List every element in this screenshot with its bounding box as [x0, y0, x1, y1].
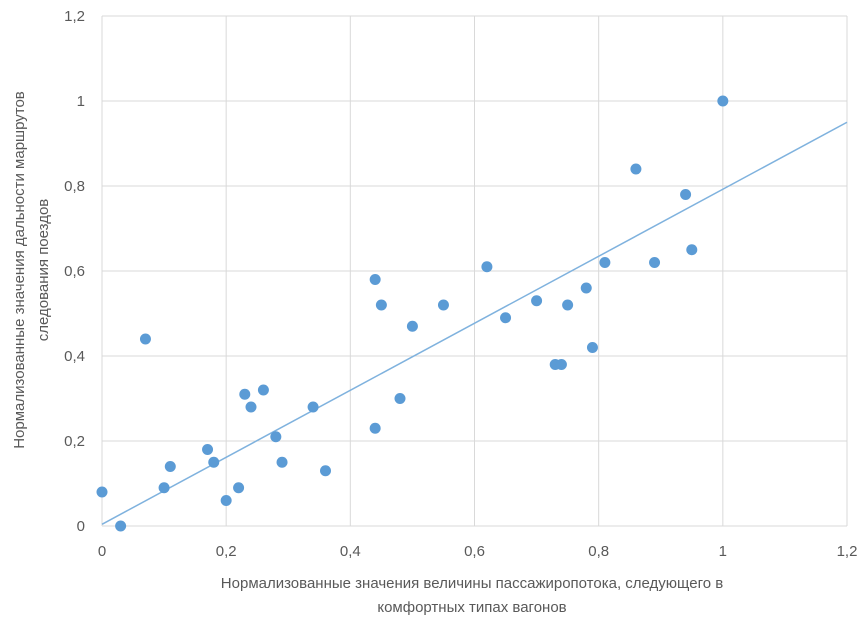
data-point [562, 299, 574, 311]
data-point [270, 431, 282, 443]
y-tick-label: 0,6 [64, 263, 85, 280]
y-axis-title-line-2: следования поездов [35, 199, 52, 342]
data-point [96, 486, 108, 498]
y-tick-label: 1,2 [64, 8, 85, 25]
x-tick-label: 0 [98, 543, 106, 560]
data-point [599, 257, 611, 268]
gridlines [102, 15, 848, 526]
data-point [139, 333, 151, 345]
y-tick-label: 0,4 [64, 348, 85, 365]
data-point [481, 261, 493, 273]
trendline-layer [101, 121, 848, 525]
data-points [96, 95, 729, 532]
data-point [680, 189, 692, 200]
y-tick-label: 1 [77, 93, 85, 110]
y-axis-title-line-1: Нормализованные значения дальности маршр… [11, 91, 28, 449]
data-point [369, 274, 381, 285]
y-tick-label: 0,8 [64, 178, 85, 195]
data-point [257, 384, 269, 396]
x-tick-label: 0,2 [216, 543, 237, 560]
data-point [276, 456, 288, 468]
data-point [307, 401, 319, 413]
data-point [239, 388, 251, 400]
data-point [233, 482, 245, 494]
data-point [586, 342, 598, 353]
data-point [649, 257, 661, 268]
data-point [164, 461, 176, 472]
data-point [630, 163, 642, 175]
x-tick-label: 0,6 [464, 543, 485, 560]
data-point [555, 359, 567, 370]
x-tick-label: 1,2 [837, 543, 858, 560]
data-point [500, 312, 512, 324]
data-point [220, 495, 232, 506]
trendline [101, 121, 848, 525]
data-point [208, 456, 220, 468]
data-point [158, 482, 170, 494]
x-tick-label: 0,4 [340, 543, 361, 560]
axes [101, 16, 847, 527]
x-axis-title-line-2: комфортных типах вагонов [377, 599, 566, 616]
x-axis-title-line-1: Нормализованные значения величины пассаж… [221, 575, 723, 592]
data-point [394, 393, 406, 404]
data-point [369, 422, 381, 434]
x-tick-label: 1 [719, 543, 727, 560]
data-point [245, 401, 257, 413]
data-point [202, 444, 214, 455]
data-point [437, 299, 449, 311]
y-tick-label: 0 [77, 518, 85, 535]
data-point [115, 520, 127, 532]
data-point [580, 282, 592, 294]
y-tick-label: 0,2 [64, 433, 85, 450]
data-point [686, 244, 698, 256]
data-point [717, 95, 729, 107]
data-point [406, 320, 418, 332]
data-point [375, 299, 387, 311]
x-tick-label: 0,8 [588, 543, 609, 560]
data-point [320, 465, 331, 477]
data-point [531, 295, 543, 307]
tick-labels: 0 0,2 0,4 0,6 0,8 1 1,2 0 0,2 0,4 0,6 0,8 1 1,2 [64, 8, 857, 560]
